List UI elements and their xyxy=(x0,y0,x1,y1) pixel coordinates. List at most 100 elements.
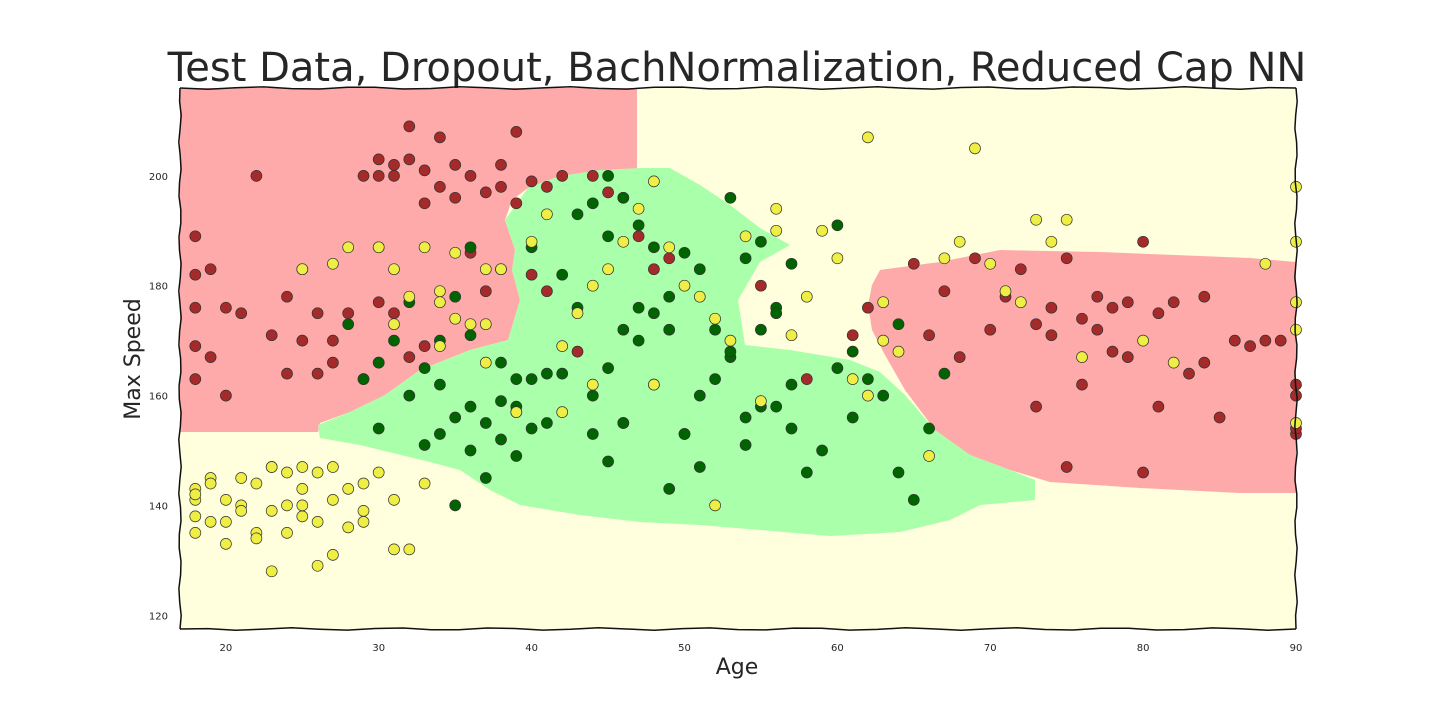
data-point-green xyxy=(372,422,385,435)
data-point-yellow xyxy=(434,296,446,309)
data-point-green xyxy=(632,219,645,232)
data-point-red xyxy=(372,170,385,182)
data-point-green xyxy=(586,197,599,210)
data-point-green xyxy=(770,400,783,413)
data-point-green xyxy=(602,455,614,468)
data-point-yellow xyxy=(556,406,569,418)
data-point-red xyxy=(311,307,324,320)
data-point-red xyxy=(311,367,324,380)
data-point-yellow xyxy=(220,538,232,550)
data-point-yellow xyxy=(250,532,263,545)
data-point-green xyxy=(724,345,737,358)
data-point-red xyxy=(327,334,339,347)
data-point-red xyxy=(449,159,462,171)
data-point-yellow xyxy=(831,252,844,265)
data-point-green xyxy=(418,362,431,374)
x-tick-label: 60 xyxy=(831,643,844,654)
data-point-green xyxy=(586,389,599,402)
data-point-yellow xyxy=(663,241,676,254)
data-point-red xyxy=(1060,461,1073,473)
data-point-red xyxy=(372,153,385,166)
data-point-yellow xyxy=(342,483,355,495)
x-axis-ticks: 20 30 40 50 60 70 80 90 xyxy=(220,643,1303,654)
data-point-green xyxy=(495,395,507,407)
data-point-green xyxy=(403,389,416,402)
data-point-yellow xyxy=(938,252,951,265)
data-point-green xyxy=(556,367,569,380)
data-point-red xyxy=(495,159,507,171)
data-point-green xyxy=(648,307,660,320)
data-point-green xyxy=(678,428,691,440)
data-point-red xyxy=(495,181,507,193)
data-point-yellow xyxy=(1045,235,1058,248)
data-point-red xyxy=(1106,345,1119,358)
data-point-red xyxy=(648,263,660,276)
data-point-red xyxy=(479,285,492,298)
data-point-red xyxy=(1014,263,1027,276)
data-point-red xyxy=(1228,334,1241,347)
data-point-red xyxy=(1259,334,1272,347)
y-tick-label: 120 xyxy=(149,611,168,622)
data-point-yellow xyxy=(541,208,553,221)
data-point-yellow xyxy=(357,505,370,517)
data-point-green xyxy=(464,329,477,342)
data-point-red xyxy=(418,164,431,177)
data-point-red xyxy=(1076,312,1088,325)
data-point-yellow xyxy=(586,279,599,292)
data-point-yellow xyxy=(327,549,339,561)
data-point-green xyxy=(739,439,752,451)
data-point-red xyxy=(541,285,553,298)
data-point-green xyxy=(449,499,462,512)
data-point-yellow xyxy=(1030,213,1042,226)
data-point-yellow xyxy=(327,494,339,506)
data-point-yellow xyxy=(311,559,324,572)
data-point-yellow xyxy=(510,406,523,418)
data-point-yellow xyxy=(311,466,324,479)
data-point-yellow xyxy=(678,279,691,292)
data-point-red xyxy=(189,340,202,352)
data-point-green xyxy=(617,191,630,204)
x-tick-label: 30 xyxy=(372,643,385,654)
data-point-green xyxy=(709,323,721,336)
data-point-yellow xyxy=(877,296,890,309)
data-point-green xyxy=(755,323,767,336)
data-point-red xyxy=(189,373,202,385)
data-point-green xyxy=(846,345,859,358)
x-tick-label: 80 xyxy=(1137,643,1150,654)
data-point-red xyxy=(663,252,676,265)
data-point-red xyxy=(1152,400,1165,413)
data-point-red xyxy=(1274,334,1287,347)
data-point-yellow xyxy=(923,450,935,462)
data-point-green xyxy=(693,263,706,276)
data-point-green xyxy=(372,356,385,369)
data-point-green xyxy=(709,373,721,385)
data-point-green xyxy=(846,411,859,424)
data-point-yellow xyxy=(785,329,798,342)
data-point-red xyxy=(1045,329,1058,342)
data-point-red xyxy=(525,175,538,188)
data-point-yellow xyxy=(403,543,416,556)
data-point-green xyxy=(464,444,477,457)
data-point-green xyxy=(541,367,553,380)
data-point-green xyxy=(663,483,676,495)
data-point-red xyxy=(907,257,920,270)
data-point-yellow xyxy=(770,202,783,215)
data-point-green xyxy=(800,466,813,479)
chart-title: Test Data, Dropout, BachNormalization, R… xyxy=(167,45,1307,91)
data-point-yellow xyxy=(479,356,492,369)
data-point-yellow xyxy=(571,307,584,320)
data-point-green xyxy=(831,362,844,374)
data-point-yellow xyxy=(281,466,293,479)
data-point-yellow xyxy=(709,312,721,325)
data-point-yellow xyxy=(632,202,645,215)
data-point-yellow xyxy=(525,235,538,248)
x-tick-label: 90 xyxy=(1290,643,1303,654)
data-point-red xyxy=(372,296,385,309)
data-point-yellow xyxy=(296,510,309,523)
data-point-green xyxy=(479,472,492,484)
data-point-green xyxy=(357,373,370,385)
data-point-green xyxy=(923,422,935,435)
data-point-red xyxy=(1152,307,1165,320)
data-point-red xyxy=(632,230,645,243)
